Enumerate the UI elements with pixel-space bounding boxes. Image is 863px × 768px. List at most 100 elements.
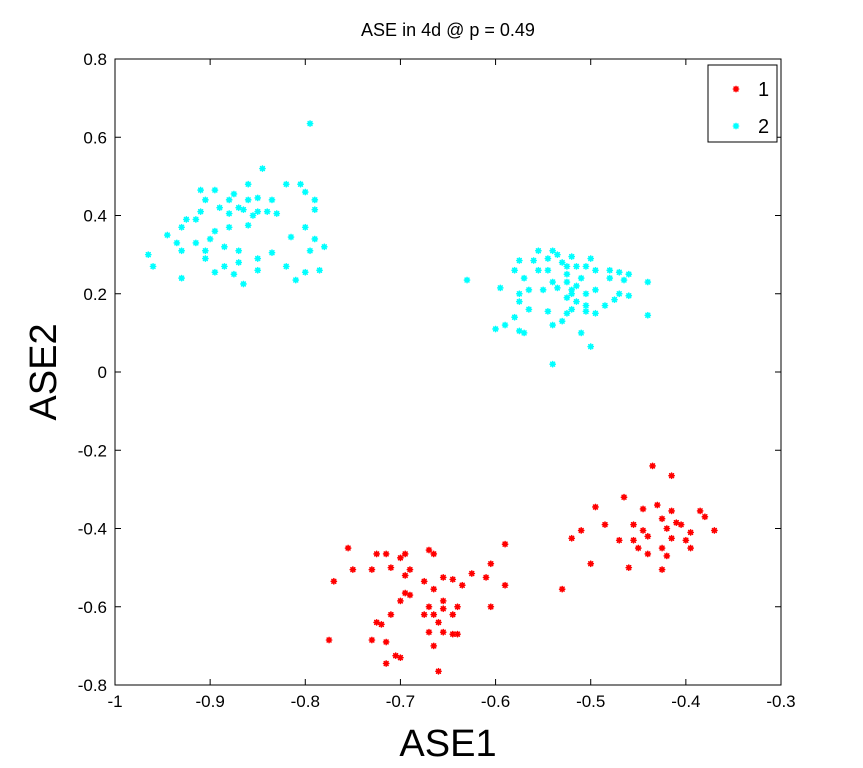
- data-point: [563, 278, 571, 286]
- data-point: [663, 552, 671, 560]
- legend: 12: [707, 64, 778, 143]
- data-point: [668, 534, 675, 542]
- data-point: [534, 247, 542, 255]
- data-point: [192, 239, 200, 247]
- data-point: [601, 302, 609, 309]
- legend-label-2: 2: [758, 116, 769, 138]
- data-point: [306, 120, 314, 127]
- data-point: [249, 212, 257, 219]
- data-point: [401, 550, 409, 558]
- x-tick-label: -0.6: [481, 692, 510, 711]
- data-point: [534, 266, 542, 274]
- data-point: [544, 255, 552, 262]
- data-point: [573, 282, 580, 290]
- x-tick-label: -0.4: [671, 692, 700, 711]
- data-point: [439, 628, 447, 636]
- data-point: [301, 188, 309, 196]
- data-point: [282, 180, 290, 188]
- data-point: [268, 249, 276, 257]
- legend-marker-1: [732, 85, 740, 93]
- data-point: [582, 290, 590, 298]
- data-point: [525, 286, 533, 294]
- data-point: [577, 274, 585, 282]
- data-point: [549, 321, 557, 329]
- x-tick-label: -0.9: [195, 692, 224, 711]
- x-axis-label: ASE1: [399, 723, 496, 765]
- data-point: [439, 597, 447, 605]
- data-point: [520, 329, 528, 337]
- data-point: [644, 532, 652, 540]
- data-point: [211, 227, 219, 235]
- data-point: [192, 216, 200, 223]
- legend-label-1: 1: [758, 79, 769, 101]
- data-point: [649, 462, 656, 470]
- data-point: [539, 286, 547, 294]
- data-point: [425, 603, 433, 611]
- data-point: [435, 667, 442, 675]
- data-point: [263, 208, 271, 215]
- y-tick-label: 0.6: [83, 128, 107, 147]
- data-point: [615, 536, 623, 544]
- data-point: [449, 575, 457, 583]
- data-point: [558, 585, 566, 593]
- data-point: [568, 290, 576, 298]
- x-tick-label: -1: [107, 692, 122, 711]
- data-point: [658, 544, 666, 552]
- data-point: [625, 270, 633, 278]
- data-point: [634, 544, 642, 552]
- data-point: [178, 223, 185, 231]
- data-point: [563, 309, 571, 317]
- data-point: [544, 266, 552, 274]
- y-axis-label: ASE2: [23, 323, 65, 420]
- data-point: [587, 343, 595, 350]
- data-point: [549, 278, 557, 286]
- y-tick-label: -0.4: [78, 520, 107, 539]
- data-point: [573, 262, 580, 270]
- data-point: [439, 574, 447, 581]
- data-point: [658, 515, 666, 523]
- data-point: [577, 329, 585, 337]
- data-point: [163, 231, 171, 239]
- data-point: [482, 574, 490, 581]
- data-point: [373, 619, 381, 626]
- data-point: [397, 654, 404, 662]
- data-point: [573, 298, 580, 305]
- data-point: [563, 294, 571, 302]
- data-point: [430, 611, 438, 618]
- data-point: [615, 290, 623, 298]
- data-point: [592, 503, 599, 511]
- ticks-layer: -1 -0.9 -0.8 -0.7 -0.6 -0.5 -0.4 -0.3 -0.8 -0.6 -0…: [78, 50, 796, 711]
- data-point: [501, 540, 509, 548]
- data-point: [449, 630, 457, 638]
- data-point: [254, 194, 262, 202]
- data-point: [558, 317, 566, 325]
- plot-area: [115, 59, 781, 685]
- data-point: [144, 251, 152, 259]
- data-point: [406, 566, 414, 573]
- data-point: [254, 208, 262, 215]
- data-point: [558, 259, 566, 266]
- data-point: [711, 527, 718, 534]
- data-point: [430, 585, 438, 593]
- data-point: [178, 247, 185, 255]
- data-point: [630, 521, 637, 528]
- data-point: [568, 534, 576, 542]
- data-point: [201, 255, 209, 262]
- x-tick-label: -0.7: [386, 692, 415, 711]
- data-point: [230, 190, 238, 198]
- data-point: [677, 521, 685, 528]
- data-point: [644, 550, 652, 558]
- data-point: [492, 325, 499, 333]
- legend-box: [707, 64, 778, 143]
- data-point: [182, 216, 190, 223]
- data-point: [511, 313, 518, 321]
- data-point: [530, 257, 538, 264]
- data-point: [225, 196, 233, 204]
- data-point: [230, 270, 238, 278]
- data-point: [420, 611, 428, 618]
- data-point: [587, 560, 595, 568]
- data-point: [554, 251, 561, 259]
- data-point: [401, 572, 409, 579]
- data-point: [349, 566, 357, 573]
